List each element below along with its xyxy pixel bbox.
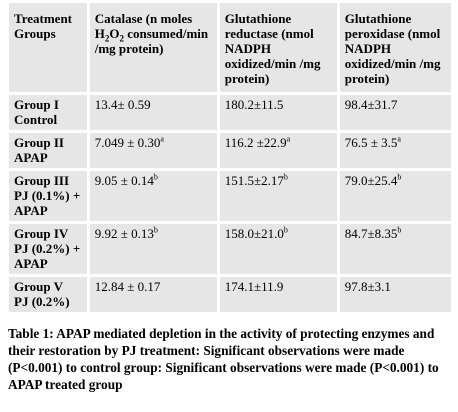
- value-cell: 174.1±11.9: [219, 277, 337, 312]
- value-text: 76.5 ± 3.5: [344, 135, 398, 150]
- value-cell: 7.049 ± 0.30a: [89, 133, 217, 168]
- group-cell: Group V PJ (0.2%): [9, 277, 87, 312]
- header-text: consumed/min /mg protein): [94, 26, 209, 56]
- subscript: 2: [104, 33, 110, 44]
- group-name: Group III: [14, 173, 70, 188]
- header-text: Treatment Groups: [14, 11, 72, 41]
- value-text: 97.8±3.1: [344, 279, 391, 294]
- data-table: Treatment Groups Catalase (n moles H2O2 c…: [6, 0, 454, 315]
- value-text: 12.84 ± 0.17: [94, 279, 161, 294]
- group-desc: Control: [14, 112, 58, 127]
- group-name: Group I: [14, 97, 59, 112]
- group-cell: Group IV PJ (0.2%) + APAP: [9, 224, 87, 274]
- value-text: 98.4±31.7: [344, 97, 398, 112]
- header-cell: Glutathione peroxidase (nmol NADPH oxidi…: [339, 3, 451, 92]
- significance-mark: b: [283, 172, 288, 182]
- subscript: 2: [119, 33, 124, 44]
- value-text: 79.0±25.4: [344, 173, 398, 188]
- value-cell: 79.0±25.4b: [339, 171, 451, 221]
- value-text: 13.4± 0.59: [94, 97, 151, 112]
- header-text: O: [109, 26, 120, 41]
- significance-mark: b: [153, 225, 158, 235]
- header-text: Glutathione peroxidase (nmol NADPH oxidi…: [344, 11, 441, 86]
- significance-mark: a: [397, 134, 401, 144]
- significance-mark: b: [397, 172, 402, 182]
- group-name: Group II: [14, 135, 64, 150]
- table-row: Group IV PJ (0.2%) + APAP 9.92 ± 0.13b 158.…: [9, 224, 451, 274]
- value-text: 9.92 ± 0.13: [94, 226, 154, 241]
- header-text: Catalase (n moles H: [94, 11, 193, 41]
- value-cell: 116.2 ±22.9a: [219, 133, 337, 168]
- significance-mark: b: [153, 172, 158, 182]
- group-desc: PJ (0.2%): [14, 294, 70, 309]
- value-cell: 12.84 ± 0.17: [89, 277, 217, 312]
- value-cell: 84.7±8.35b: [339, 224, 451, 274]
- table-row: Group II APAP 7.049 ± 0.30a 116.2 ±22.9a 76.…: [9, 133, 451, 168]
- header-cell: Glutathione reductase (nmol NADPH oxidiz…: [219, 3, 337, 92]
- significance-mark: b: [283, 225, 288, 235]
- group-desc: PJ (0.2%) + APAP: [14, 241, 81, 271]
- table-caption: Table 1: APAP mediated depletion in the …: [8, 326, 439, 392]
- value-cell: 76.5 ± 3.5a: [339, 133, 451, 168]
- group-desc: PJ (0.1%) + APAP: [14, 188, 81, 218]
- value-cell: 180.2±11.5: [219, 95, 337, 130]
- value-cell: 98.4±31.7: [339, 95, 451, 130]
- header-cell: Catalase (n moles H2O2 consumed/min /mg …: [89, 3, 217, 92]
- value-cell: 13.4± 0.59: [89, 95, 217, 130]
- value-cell: 9.05 ± 0.14b: [89, 171, 217, 221]
- significance-mark: a: [286, 134, 291, 144]
- significance-mark: b: [397, 225, 402, 235]
- value-text: 151.5±2.17: [224, 173, 284, 188]
- significance-mark: a: [160, 134, 164, 144]
- value-cell: 97.8±3.1: [339, 277, 451, 312]
- group-name: Group IV: [14, 226, 69, 241]
- value-text: 7.049 ± 0.30: [94, 135, 161, 150]
- table-row: Group III PJ (0.1%) + APAP 9.05 ± 0.14b 151…: [9, 171, 451, 221]
- value-text: 174.1±11.9: [224, 279, 284, 294]
- header-text: Glutathione reductase (nmol NADPH oxidiz…: [224, 11, 321, 86]
- table-row: Group V PJ (0.2%) 12.84 ± 0.17 174.1±11.9 97…: [9, 277, 451, 312]
- value-cell: 9.92 ± 0.13b: [89, 224, 217, 274]
- group-cell: Group II APAP: [9, 133, 87, 168]
- value-cell: 158.0±21.0b: [219, 224, 337, 274]
- value-text: 158.0±21.0: [224, 226, 284, 241]
- group-name: Group V: [14, 279, 64, 294]
- header-row: Treatment Groups Catalase (n moles H2O2 c…: [9, 3, 451, 92]
- value-text: 84.7±8.35: [344, 226, 398, 241]
- header-cell: Treatment Groups: [9, 3, 87, 92]
- value-text: 116.2 ±22.9: [224, 135, 287, 150]
- group-cell: Group I Control: [9, 95, 87, 130]
- group-cell: Group III PJ (0.1%) + APAP: [9, 171, 87, 221]
- value-text: 9.05 ± 0.14: [94, 173, 154, 188]
- table-row: Group I Control 13.4± 0.59 180.2±11.5 98.4±3…: [9, 95, 451, 130]
- value-text: 180.2±11.5: [224, 97, 284, 112]
- value-cell: 151.5±2.17b: [219, 171, 337, 221]
- group-desc: APAP: [14, 150, 48, 165]
